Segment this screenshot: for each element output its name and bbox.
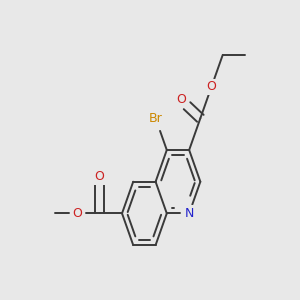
Text: O: O [207, 80, 217, 93]
Text: O: O [95, 170, 105, 183]
Text: Br: Br [149, 112, 163, 125]
Text: N: N [184, 207, 194, 220]
Text: O: O [176, 94, 186, 106]
Text: O: O [72, 207, 82, 220]
